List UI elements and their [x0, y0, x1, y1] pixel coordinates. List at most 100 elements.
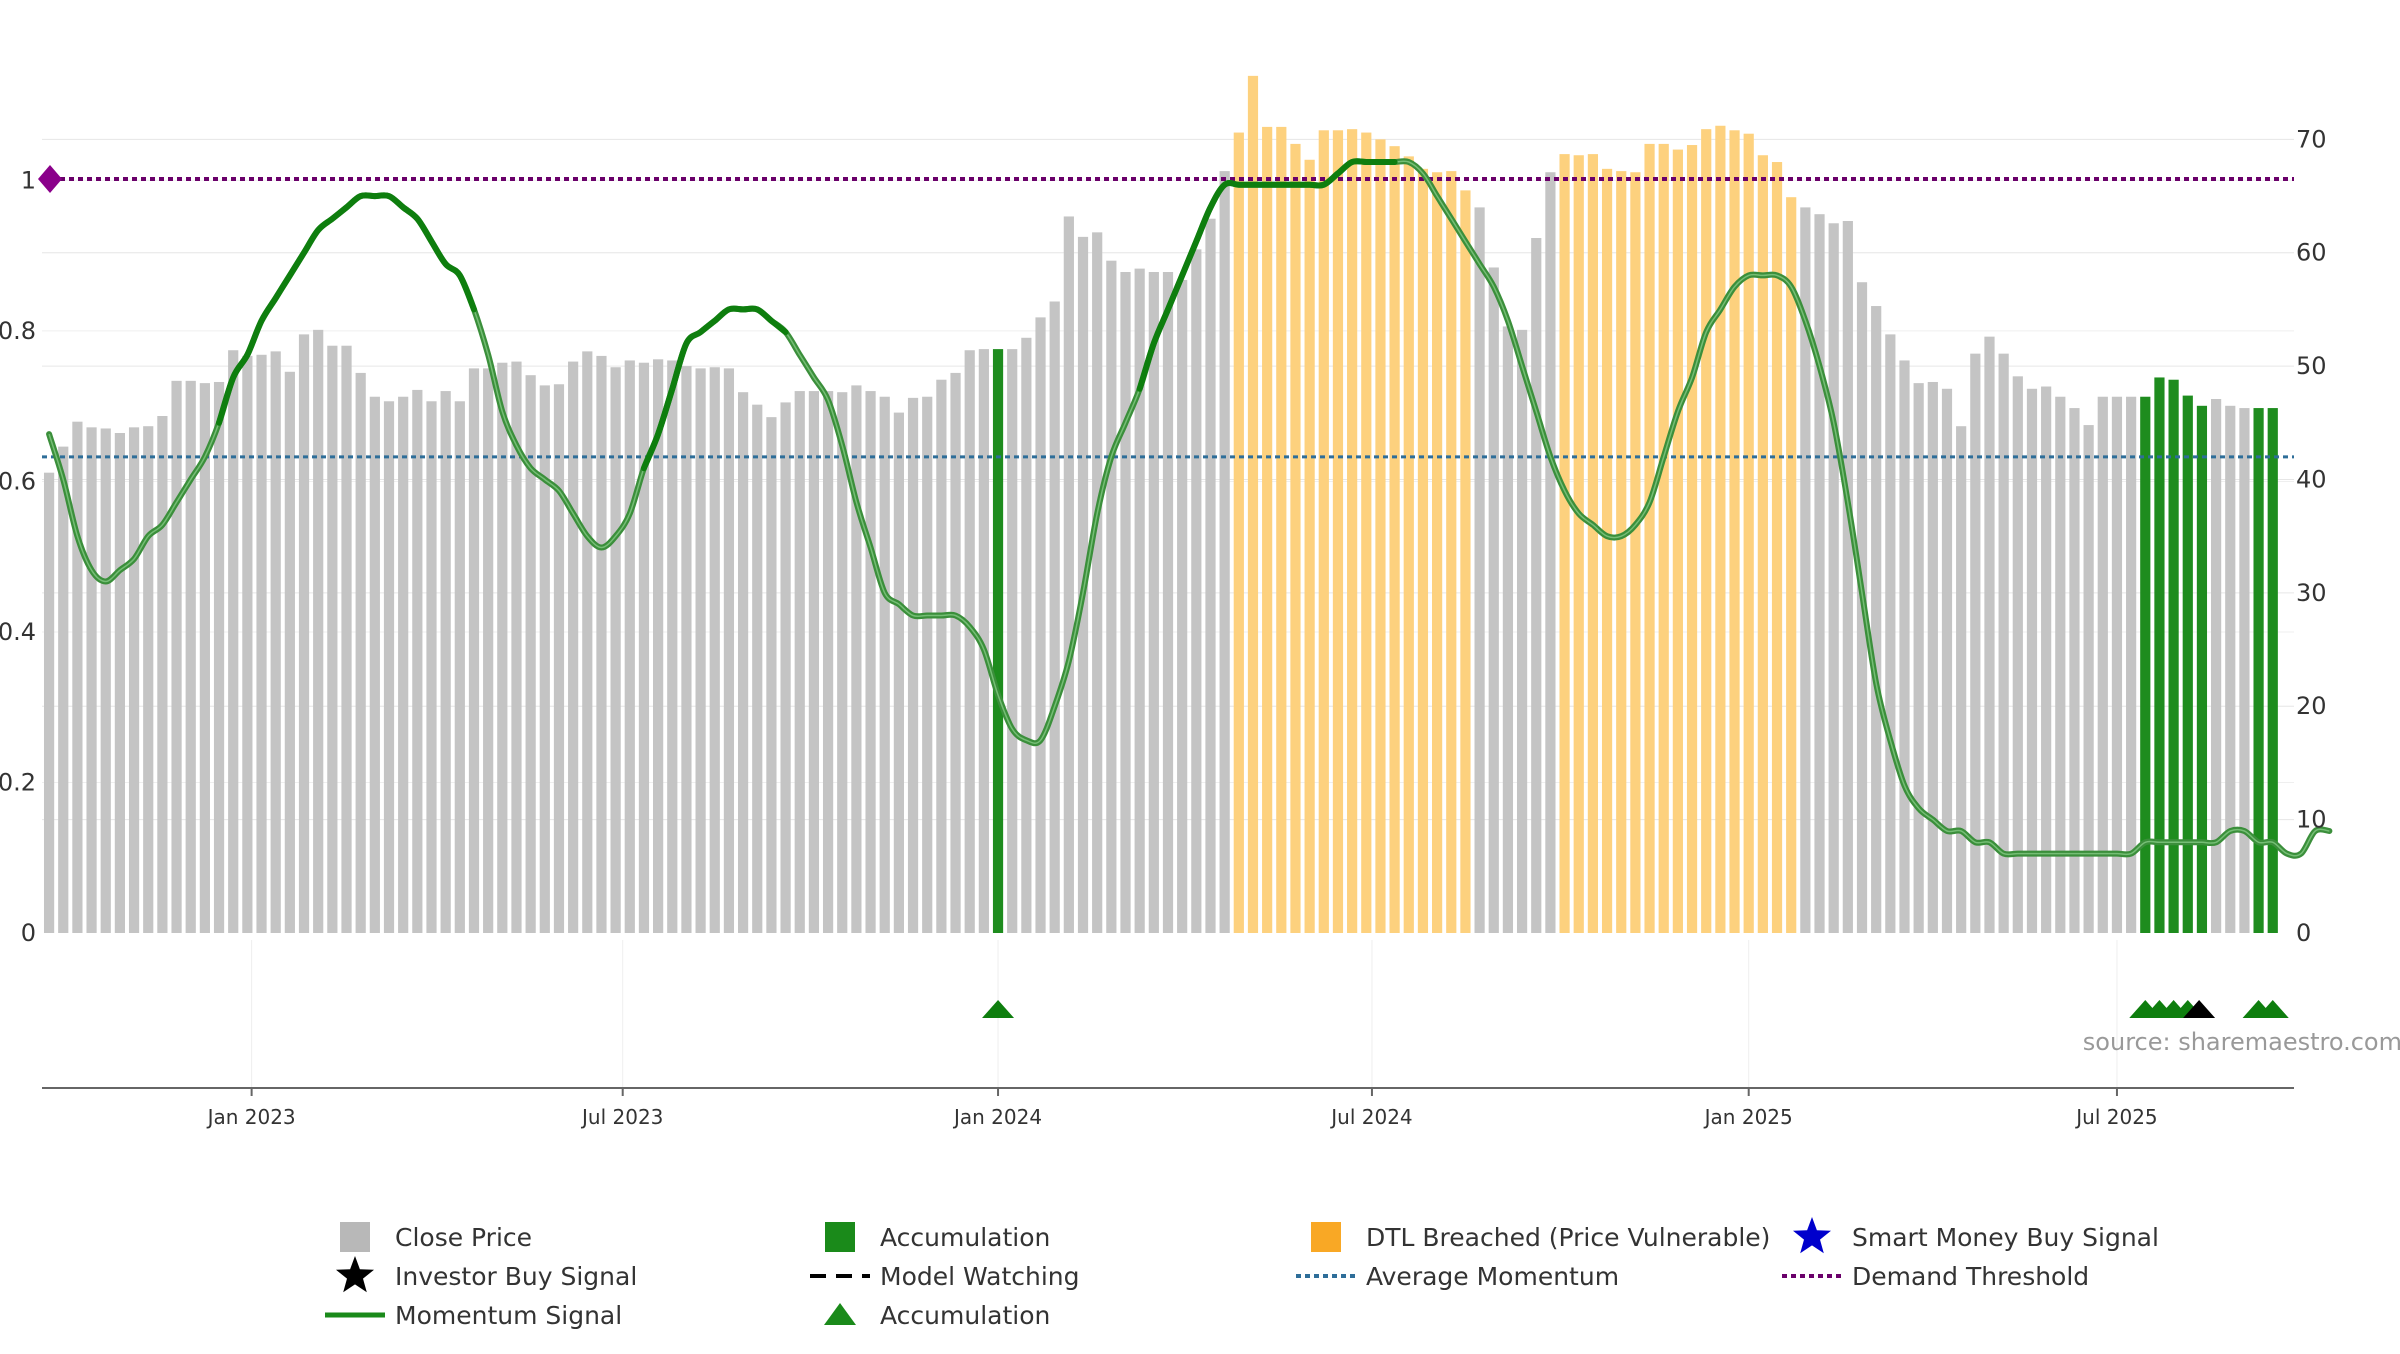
close-price-bar — [638, 362, 650, 933]
dtl-breached-bar — [1247, 75, 1259, 933]
close_price-swatch — [340, 1222, 370, 1252]
close-price-bar — [1106, 260, 1117, 933]
dtl-breached-bar — [1559, 154, 1570, 933]
bars — [43, 75, 2278, 934]
close-price-bar — [483, 368, 494, 934]
dtl_breached-swatch — [1311, 1222, 1341, 1252]
close-price-bar — [185, 380, 196, 933]
legend-item-momentum_signal: Momentum Signal — [325, 1301, 622, 1330]
close-price-bar — [2211, 398, 2222, 933]
right-axis-tick-label: 60 — [2296, 239, 2327, 267]
legend-label: Investor Buy Signal — [395, 1262, 637, 1291]
legend-label: Close Price — [395, 1223, 532, 1252]
close-price-bar — [709, 367, 720, 934]
close-price-bar — [1913, 383, 1924, 933]
close-price-bar — [780, 402, 791, 933]
close-price-bar — [1134, 268, 1145, 933]
close-price-bar — [468, 368, 480, 934]
legend-item-smart_money: Smart Money Buy Signal — [1793, 1217, 2159, 1254]
close-price-bar — [2111, 396, 2123, 933]
close-price-bar — [412, 389, 423, 933]
legend-label: Smart Money Buy Signal — [1852, 1223, 2159, 1252]
close-price-bar — [568, 361, 579, 934]
reference-lines — [38, 165, 2294, 459]
x-axis-tick-label: Jul 2025 — [2074, 1105, 2157, 1129]
dtl-breached-bar — [1403, 156, 1414, 934]
legend-label: Accumulation — [880, 1223, 1050, 1252]
x-axis-tick-label: Jan 2025 — [1703, 1105, 1793, 1129]
close-price-bar — [228, 350, 239, 933]
dtl-breached-bar — [1715, 125, 1726, 934]
close-price-bar — [1092, 232, 1103, 934]
close-price-bar — [1474, 207, 1485, 933]
legend-label: DTL Breached (Price Vulnerable) — [1366, 1223, 1770, 1252]
legend-item-average_momentum: Average Momentum — [1296, 1262, 1619, 1291]
close-price-bar — [171, 380, 182, 933]
close-price-bar — [851, 385, 862, 934]
x-axis-tick-label: Jul 2023 — [580, 1105, 663, 1129]
dtl-breached-bar — [1672, 149, 1683, 934]
close-price-bar — [1927, 381, 1938, 933]
dtl-breached-bar — [1233, 132, 1244, 933]
left-axis-tick-label: 0 — [21, 919, 36, 947]
close-price-bar — [596, 355, 607, 934]
momentum-line-strong — [640, 305, 789, 472]
legend-item-investor_buy: Investor Buy Signal — [336, 1256, 637, 1293]
left-axis-tick-label: 0.2 — [0, 768, 36, 796]
left-axis-tick-label: 1 — [21, 166, 36, 194]
close-price-bar — [1828, 223, 1839, 934]
close-price-bar — [58, 446, 69, 933]
close-price-bar — [157, 416, 168, 934]
accumulation_bar-swatch — [825, 1222, 855, 1252]
close-price-bar — [936, 379, 947, 934]
legend-label: Momentum Signal — [395, 1301, 622, 1330]
close-price-bar — [298, 334, 310, 933]
accumulation-bar — [2253, 408, 2264, 933]
dtl-breached-bar — [1644, 143, 1655, 934]
accumulation-marker — [982, 1000, 1015, 1018]
close-price-bar — [440, 391, 451, 933]
dtl-breached-bar — [1347, 129, 1358, 934]
dtl-breached-bar — [1743, 133, 1754, 933]
close-price-bar — [2069, 408, 2080, 933]
accumulation_marker-triangle-icon — [824, 1303, 856, 1325]
close-price-bar — [879, 396, 890, 933]
close-price-bar — [511, 361, 522, 934]
dtl-breached-bar — [1786, 197, 1797, 933]
legend-label: Accumulation — [880, 1301, 1050, 1330]
source-label: source: sharemaestro.com — [2083, 1028, 2400, 1056]
close-price-bar — [1956, 426, 1967, 933]
left-axis-tick-label: 0.8 — [0, 317, 36, 345]
accumulation-bar — [2267, 408, 2278, 933]
close-price-bar — [610, 367, 621, 934]
close-price-bar — [199, 383, 210, 933]
legend-item-close_price: Close Price — [340, 1222, 532, 1252]
close-price-bar — [1063, 216, 1074, 934]
accumulation-bar — [2140, 396, 2151, 933]
left-axis-tick-label: 0.6 — [0, 467, 36, 495]
close-price-bar — [2097, 396, 2108, 933]
close-price-bar — [950, 372, 961, 933]
dtl-breached-bar — [1587, 154, 1599, 933]
accumulation-marker — [2256, 1000, 2289, 1018]
close-price-bar — [1842, 220, 1853, 933]
legend-item-accumulation_marker: Accumulation — [824, 1301, 1050, 1330]
dtl-breached-bar — [1332, 130, 1344, 933]
close-price-bar — [1941, 388, 1953, 933]
close-price-bar — [808, 391, 820, 933]
close-price-bar — [1970, 353, 1981, 933]
dtl-breached-bar — [1262, 126, 1273, 933]
accumulation-bar — [992, 349, 1004, 934]
demand-threshold-marker — [38, 165, 62, 194]
close-price-bar — [43, 472, 55, 933]
dtl-breached-bar — [1630, 172, 1641, 933]
close-price-bar — [2012, 376, 2023, 933]
legend-item-model_watching: Model Watching — [810, 1262, 1080, 1291]
close-price-bar — [667, 360, 678, 933]
right-axis-tick-label: 70 — [2296, 125, 2327, 153]
close-price-bar — [2126, 396, 2137, 933]
close-price-bar — [313, 329, 324, 933]
close-price-bar — [695, 368, 706, 934]
momentum-line-strong — [216, 192, 477, 426]
